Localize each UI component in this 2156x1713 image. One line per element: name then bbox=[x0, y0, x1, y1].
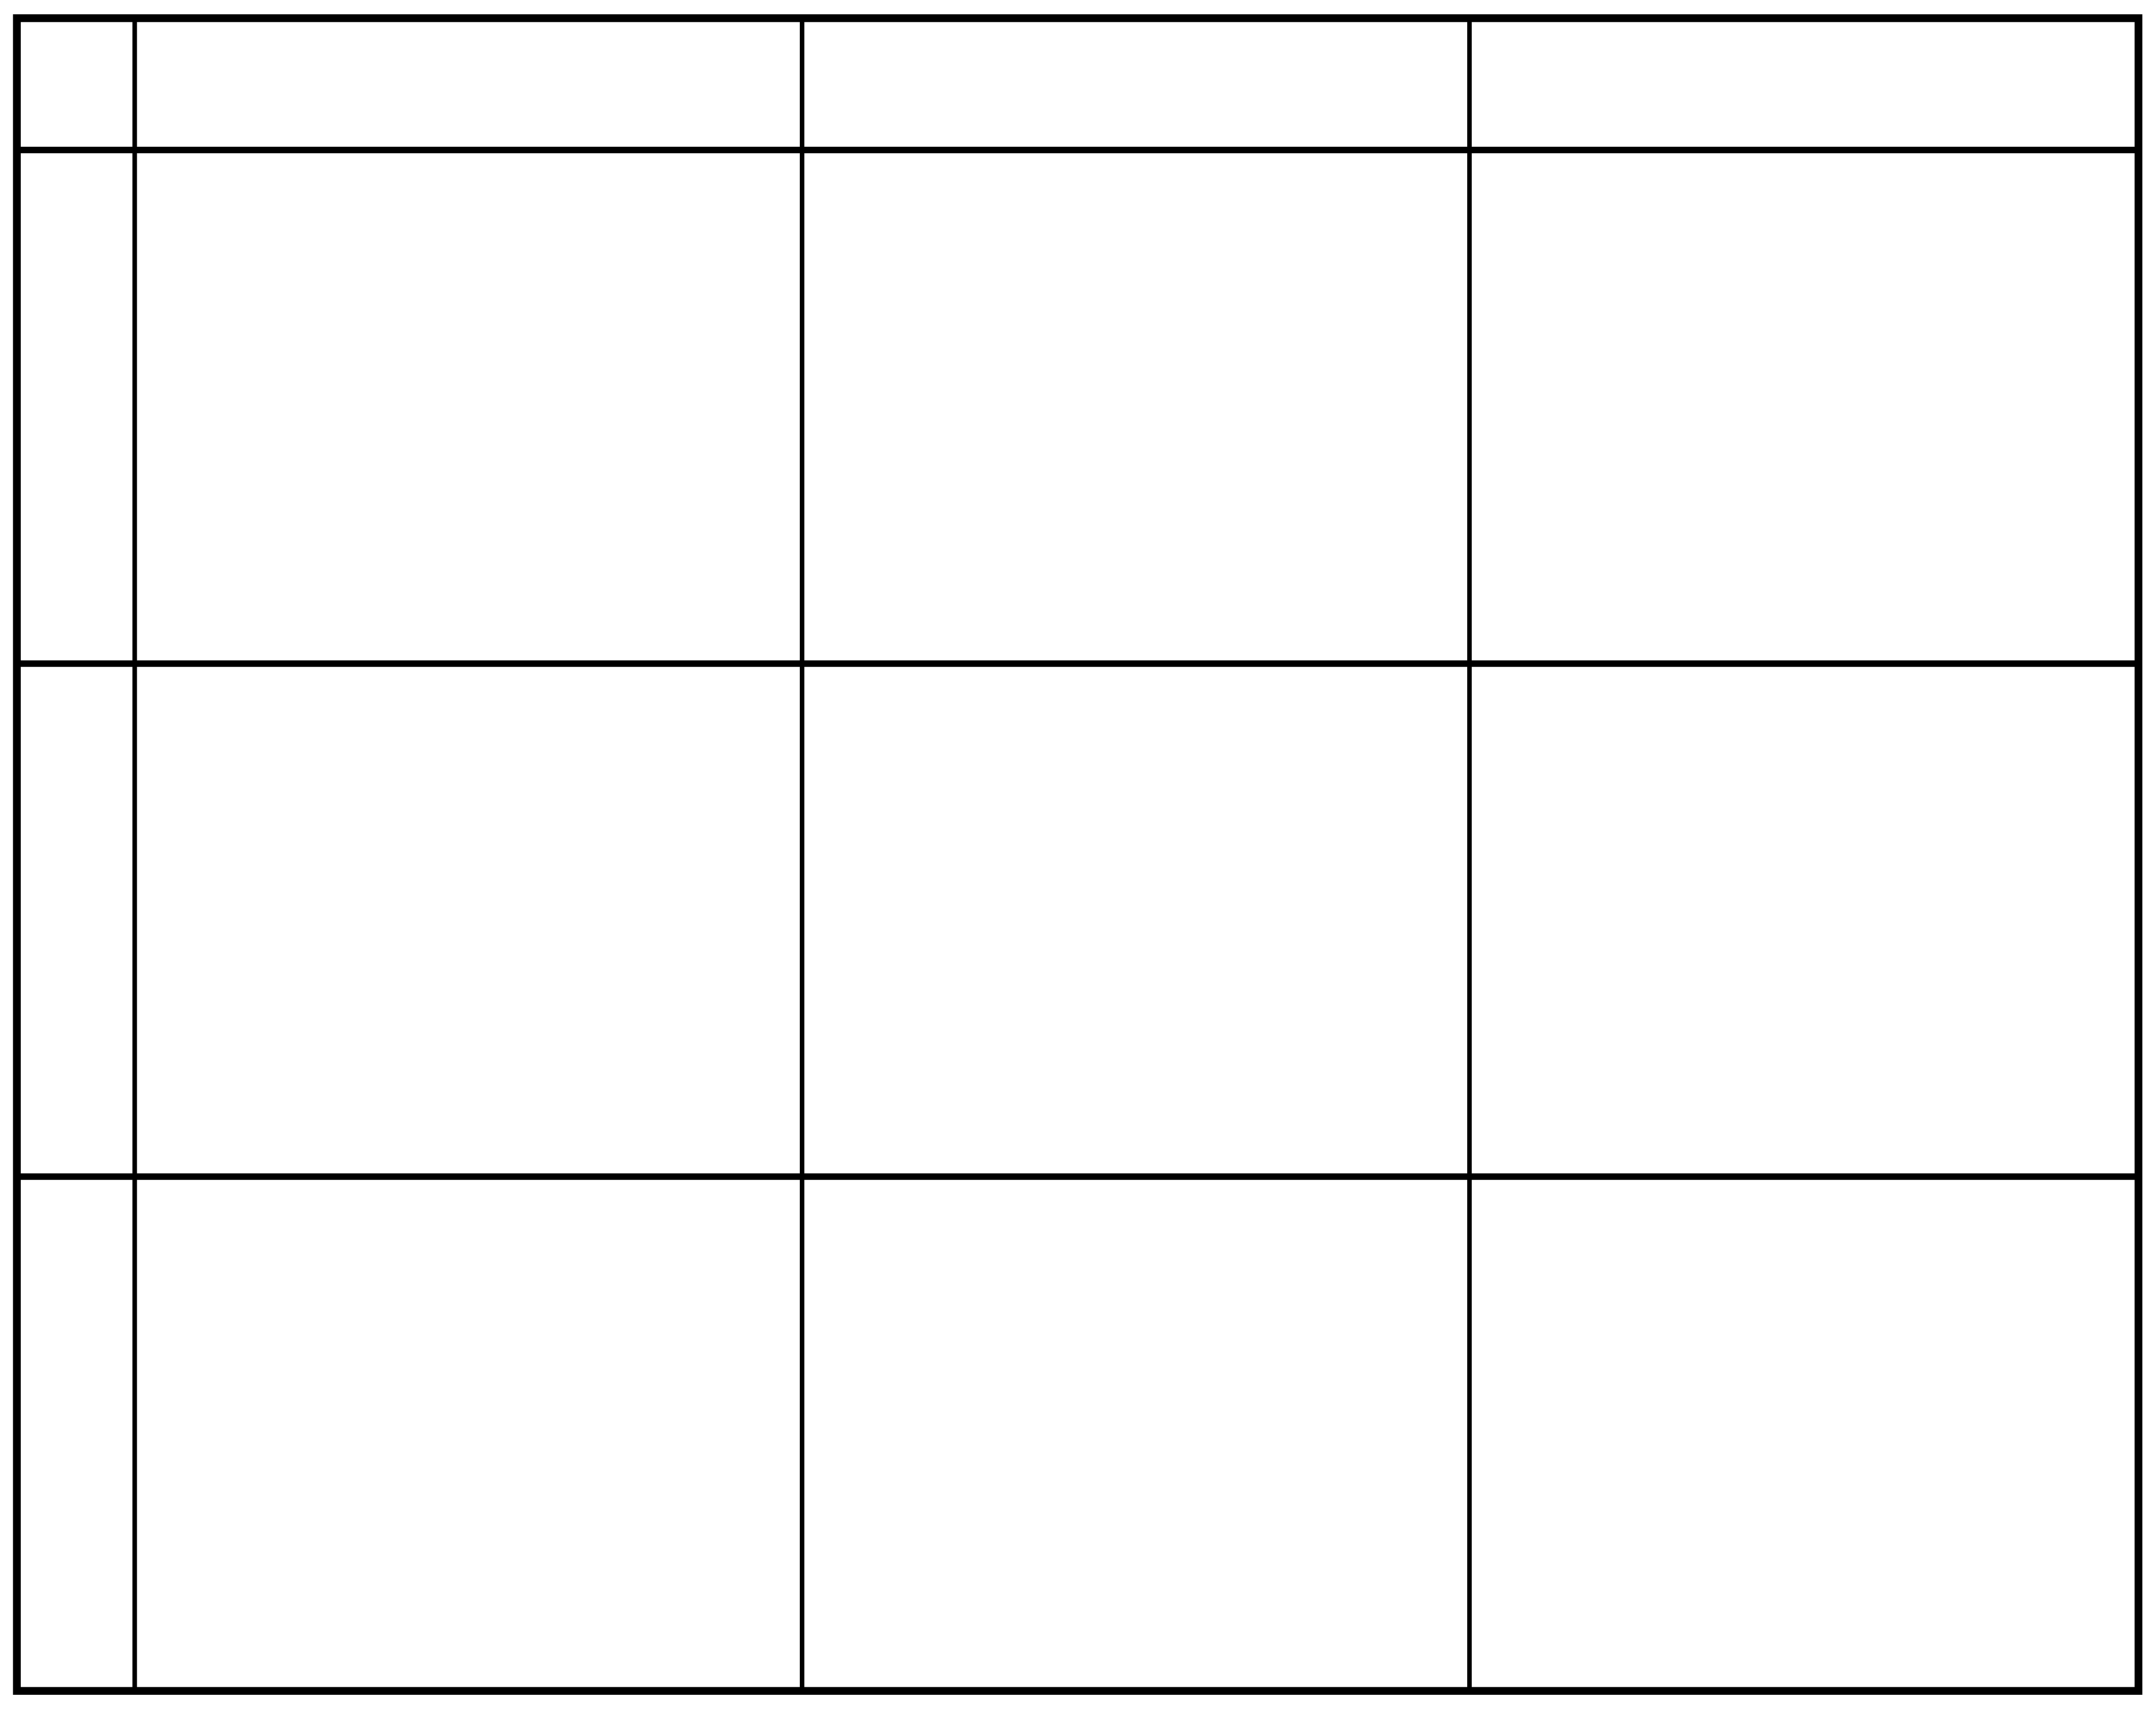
chart-cell-ar-rd bbox=[137, 153, 800, 660]
chart-cell-wb-td bbox=[1472, 666, 2135, 1174]
corner-cell bbox=[21, 22, 132, 147]
row-header-ar bbox=[21, 153, 132, 660]
col-header-rd-loading bbox=[137, 22, 800, 147]
chart-cell-wb-rd bbox=[137, 666, 800, 1174]
row-header-wb bbox=[21, 666, 132, 1174]
figure-table bbox=[13, 14, 2142, 1695]
chart-cell-ar-td bbox=[1472, 153, 2135, 660]
col-header-45-loading bbox=[804, 22, 1467, 147]
chart-cell-wb-45 bbox=[804, 666, 1467, 1174]
chart-cell-wba-45 bbox=[804, 1180, 1467, 1687]
row-header-wba bbox=[21, 1180, 132, 1687]
chart-cell-ar-45 bbox=[804, 153, 1467, 660]
chart-cell-wba-td bbox=[1472, 1180, 2135, 1687]
chart-cell-wba-rd bbox=[137, 1180, 800, 1687]
col-header-td-loading bbox=[1472, 22, 2135, 147]
